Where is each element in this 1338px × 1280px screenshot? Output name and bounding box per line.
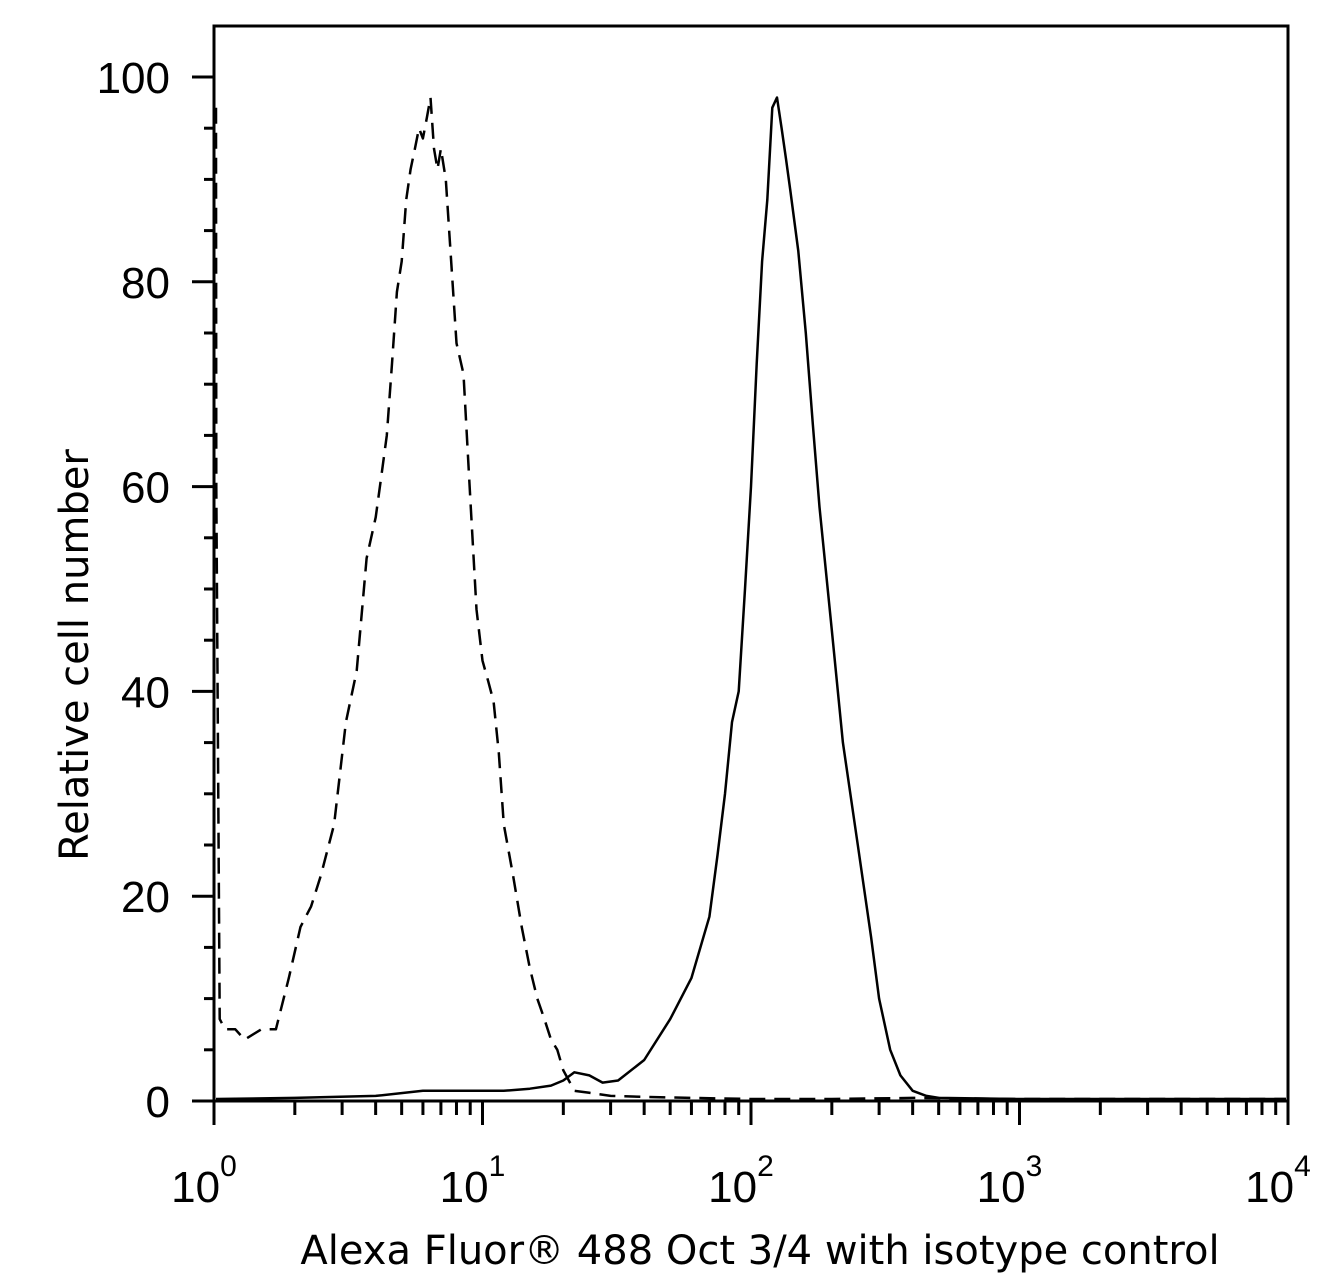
x-axis-title: Alexa Fluor® 488 Oct 3/4 with isotype co… — [300, 1228, 1219, 1274]
x-tick-label: 101 — [440, 1150, 506, 1212]
y-tick-label: 40 — [121, 668, 170, 717]
y-tick-label: 0 — [146, 1078, 170, 1127]
x-axis: 100 101 102 103 104 — [171, 1101, 1311, 1212]
x-tick-label: 104 — [1245, 1150, 1311, 1212]
x-tick-label: 102 — [708, 1150, 774, 1212]
y-tick-label: 20 — [121, 873, 170, 922]
y-tick-label: 80 — [121, 259, 170, 308]
series-layer — [214, 96, 1286, 1101]
isotype-control-histogram — [214, 96, 1286, 1101]
x-tick-label: 100 — [171, 1150, 237, 1212]
y-axis-title: Relative cell number — [52, 449, 98, 861]
oct34-histogram — [215, 96, 1286, 1101]
y-axis: 0 20 40 60 80 100 — [97, 54, 214, 1127]
plot-frame — [212, 24, 1290, 1103]
x-tick-label: 103 — [977, 1150, 1043, 1212]
y-tick-label: 100 — [97, 54, 170, 103]
y-tick-label: 60 — [121, 464, 170, 513]
